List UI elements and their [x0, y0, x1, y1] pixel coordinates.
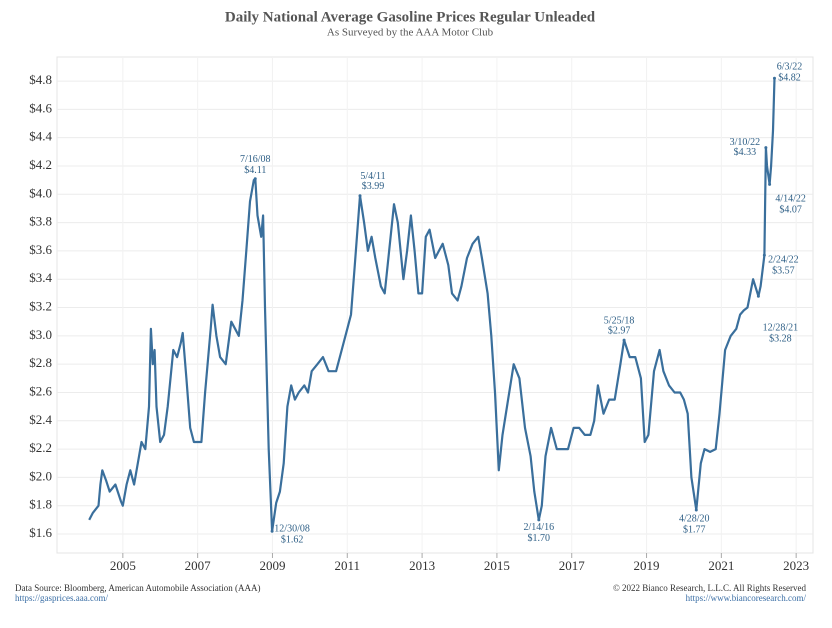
- y-tick-label: $2.0: [29, 468, 52, 483]
- annotation-date: 4/28/20: [679, 513, 710, 524]
- x-tick-label: 2023: [783, 558, 809, 573]
- copyright: © 2022 Bianco Research, L.L.C. All Right…: [613, 583, 807, 593]
- x-tick-label: 2013: [409, 558, 435, 573]
- y-tick-label: $1.8: [29, 497, 52, 512]
- y-tick-label: $3.6: [29, 242, 52, 257]
- chart-subtitle: As Surveyed by the AAA Motor Club: [327, 27, 494, 39]
- y-tick-label: $3.4: [29, 270, 52, 285]
- copyright-url: https://www.biancoresearch.com/: [686, 593, 807, 603]
- x-tick-label: 2007: [185, 558, 212, 573]
- annotation-value: $2.97: [608, 325, 631, 336]
- annotation-date: 2/24/22: [768, 254, 799, 265]
- source-note: Data Source: Bloomberg, American Automob…: [15, 583, 261, 593]
- x-tick-label: 2015: [484, 558, 510, 573]
- annotation-date: 5/4/11: [360, 171, 385, 182]
- annotation-point: [694, 508, 698, 512]
- annotation-point: [537, 518, 541, 522]
- x-tick-label: 2009: [259, 558, 285, 573]
- x-tick-label: 2005: [110, 558, 136, 573]
- annotation-value: $3.28: [769, 334, 792, 345]
- x-tick-label: 2011: [335, 558, 361, 573]
- y-tick-label: $2.6: [29, 383, 52, 398]
- y-tick-label: $3.2: [29, 299, 52, 314]
- source-url: https://gasprices.aaa.com/: [15, 593, 108, 603]
- x-tick-label: 2019: [634, 558, 660, 573]
- annotation-value: $1.70: [528, 533, 551, 544]
- annotation-point: [253, 177, 257, 181]
- x-tick-label: 2021: [708, 558, 734, 573]
- annotation-date: 5/25/18: [604, 315, 635, 326]
- annotation-value: $4.07: [779, 205, 802, 216]
- y-tick-label: $4.2: [29, 157, 52, 172]
- annotation-date: 2/14/16: [524, 522, 555, 533]
- y-tick-label: $2.4: [29, 412, 52, 427]
- x-tick-label: 2017: [559, 558, 586, 573]
- y-tick-label: $4.4: [29, 129, 52, 144]
- annotation-value: $3.99: [362, 181, 385, 192]
- annotation-date: 12/30/08: [274, 523, 310, 534]
- annotation-date: 6/3/22: [777, 62, 803, 73]
- annotation-point: [358, 194, 362, 198]
- annotation-point: [768, 182, 772, 186]
- annotation-value: $3.57: [772, 265, 795, 276]
- chart-title: Daily National Average Gasoline Prices R…: [225, 9, 596, 25]
- annotation-point: [270, 529, 274, 533]
- y-tick-label: $2.2: [29, 440, 52, 455]
- annotation-date: 7/16/08: [240, 154, 271, 165]
- annotation-date: 4/14/22: [775, 194, 806, 205]
- annotation-value: $1.77: [683, 524, 706, 535]
- y-tick-label: $4.8: [29, 72, 52, 87]
- annotation-point: [622, 338, 626, 342]
- y-tick-label: $1.6: [29, 525, 52, 540]
- plot-frame: [56, 56, 814, 554]
- annotation-point: [772, 76, 776, 80]
- y-tick-label: $2.8: [29, 355, 52, 370]
- annotation-value: $4.33: [734, 147, 757, 158]
- annotation-point: [762, 253, 766, 257]
- annotation-date: 3/10/22: [730, 137, 761, 148]
- annotation-point: [756, 294, 760, 298]
- y-tick-label: $4.0: [29, 185, 52, 200]
- annotation-value: $1.62: [281, 534, 304, 545]
- annotation-value: $4.11: [244, 165, 266, 176]
- price-line: [88, 78, 776, 533]
- y-tick-label: $3.0: [29, 327, 52, 342]
- annotation-date: 12/28/21: [763, 323, 799, 334]
- annotation-value: $4.82: [778, 73, 801, 84]
- annotation-point: [764, 146, 768, 150]
- y-tick-label: $3.8: [29, 214, 52, 229]
- y-tick-label: $4.6: [29, 100, 52, 115]
